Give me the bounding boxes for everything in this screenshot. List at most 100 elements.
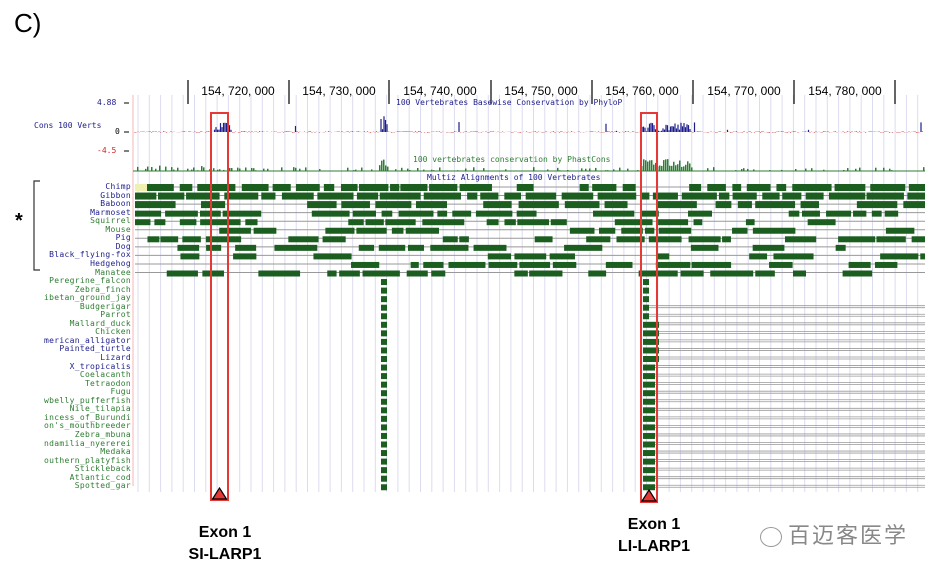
species-label: Gibbon bbox=[100, 190, 131, 200]
alignment-block bbox=[504, 192, 522, 200]
alignment-block bbox=[643, 458, 655, 465]
alignment-block bbox=[597, 192, 637, 200]
alignment-block bbox=[381, 330, 387, 337]
ruler-tick-label: 154, 730, 000 bbox=[302, 84, 376, 98]
alignment-block bbox=[718, 192, 730, 200]
alignment-block bbox=[776, 184, 787, 191]
alignment-block bbox=[313, 253, 352, 260]
alignment-block bbox=[323, 184, 335, 191]
alignment-block bbox=[381, 304, 387, 311]
alignment-block bbox=[381, 475, 387, 482]
exon-annotation-ll: Exon 1 LI-LARP1 bbox=[618, 514, 690, 558]
phastcons-bar bbox=[643, 159, 645, 171]
alignment-block bbox=[593, 210, 635, 217]
phastcons-bar bbox=[237, 167, 239, 171]
phastcons-bar bbox=[253, 168, 255, 171]
phastcons-bar bbox=[659, 165, 661, 171]
alignment-block bbox=[579, 184, 589, 191]
alignment-block bbox=[681, 192, 717, 200]
alignment-block bbox=[288, 236, 319, 243]
alignment-block bbox=[643, 347, 659, 354]
species-label: Chicken bbox=[95, 327, 131, 337]
annotation-line2: SI-LARP1 bbox=[188, 546, 262, 563]
alignment-block bbox=[643, 330, 659, 337]
alignment-block bbox=[920, 253, 925, 260]
phylop-title: 100 Vertebrates Basewise Conservation by… bbox=[396, 98, 623, 107]
alignment-block bbox=[688, 236, 721, 243]
ruler-tick-label: 154, 780, 000 bbox=[808, 84, 882, 98]
alignment-block bbox=[473, 244, 507, 251]
species-label: Peregrine_falcon bbox=[49, 276, 131, 286]
phastcons-bar bbox=[187, 168, 189, 171]
phastcons-bar bbox=[409, 169, 411, 171]
wechat-icon bbox=[760, 527, 782, 548]
species-label: Squirrel bbox=[90, 216, 131, 226]
alignment-block bbox=[385, 219, 416, 226]
alignment-block bbox=[643, 321, 659, 328]
phastcons-bar bbox=[299, 168, 301, 171]
alignment-block bbox=[358, 244, 375, 251]
alignment-block bbox=[773, 253, 814, 260]
phylop-max: 4.88 bbox=[97, 98, 117, 107]
alignment-block bbox=[307, 201, 337, 209]
alignment-block bbox=[475, 210, 513, 217]
alignment-block bbox=[838, 236, 876, 243]
alignment-block bbox=[381, 373, 387, 380]
alignment-block bbox=[529, 270, 563, 277]
alignment-block bbox=[352, 210, 376, 217]
phastcons-bar bbox=[191, 169, 193, 171]
alignment-block bbox=[788, 210, 800, 217]
species-label: Budgerigar bbox=[79, 301, 131, 311]
phastcons-bar bbox=[239, 168, 241, 171]
alignment-block bbox=[154, 219, 166, 226]
phylop-zero: 0 bbox=[115, 127, 120, 136]
alignment-block bbox=[643, 287, 649, 294]
phastcons-bar bbox=[707, 168, 709, 171]
phastcons-bar bbox=[673, 161, 675, 171]
phastcons-bar bbox=[741, 169, 743, 171]
alignment-block bbox=[258, 270, 301, 277]
alignment-block bbox=[657, 253, 670, 260]
annotation-line1: Exon 1 bbox=[627, 516, 681, 533]
phastcons-bar bbox=[667, 159, 669, 171]
alignment-block bbox=[691, 261, 732, 268]
alignment-block bbox=[842, 270, 873, 277]
phastcons-bar bbox=[417, 168, 419, 171]
alignment-block bbox=[272, 184, 291, 191]
alignment-block bbox=[261, 192, 276, 200]
alignment-block bbox=[549, 253, 575, 260]
alignment-block bbox=[391, 227, 404, 234]
alignment-block bbox=[381, 313, 387, 320]
phastcons-bar bbox=[353, 170, 355, 171]
alignment-block bbox=[745, 219, 755, 226]
phastcons-bar bbox=[637, 170, 639, 171]
alignment-block bbox=[688, 210, 713, 217]
phastcons-bar bbox=[589, 168, 591, 171]
alignment-block bbox=[519, 261, 551, 268]
alignment-block bbox=[381, 356, 387, 362]
alignment-block bbox=[422, 219, 465, 226]
alignment-block bbox=[644, 227, 655, 234]
phastcons-bar bbox=[231, 168, 233, 171]
alignment-block bbox=[429, 184, 458, 191]
phastcons-bar bbox=[219, 169, 221, 171]
species-label: Spotted_gar bbox=[74, 481, 131, 491]
phastcons-bar bbox=[661, 165, 663, 171]
alignment-block bbox=[884, 210, 899, 217]
alignment-block bbox=[480, 192, 499, 200]
alignment-block bbox=[483, 201, 512, 209]
phastcons-bar bbox=[281, 167, 283, 171]
phastcons-bar bbox=[747, 168, 749, 171]
phastcons-bar bbox=[811, 168, 813, 171]
phastcons-bar bbox=[407, 168, 409, 171]
alignment-block bbox=[381, 321, 387, 328]
phastcons-bar bbox=[387, 166, 389, 171]
phastcons-bar bbox=[439, 167, 441, 171]
species-label: Coelacanth bbox=[79, 370, 131, 380]
alignment-gap-block bbox=[135, 184, 147, 191]
alignment-block bbox=[656, 201, 697, 209]
phastcons-bar bbox=[689, 163, 691, 171]
phastcons-bar bbox=[223, 169, 225, 171]
alignment-block bbox=[381, 364, 387, 371]
alignment-block bbox=[165, 210, 198, 217]
